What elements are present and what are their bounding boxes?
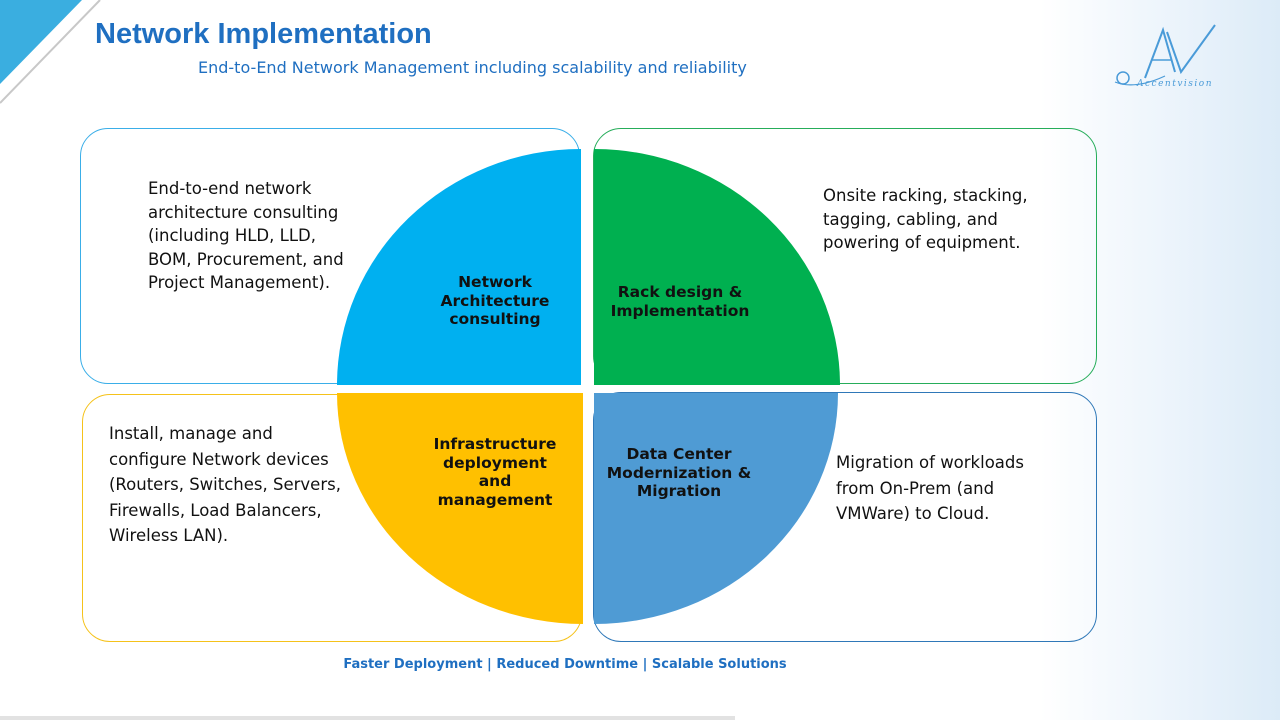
pie-slice-network-architecture xyxy=(337,149,581,385)
description-network-architecture: End-to-end network architecture consulti… xyxy=(148,179,344,292)
page-title: Network Implementation xyxy=(95,18,432,50)
accentvision-logo xyxy=(1114,24,1216,86)
pie-slice-datacenter xyxy=(594,393,838,624)
page-subtitle: End-to-End Network Management including … xyxy=(198,58,747,77)
description-rack-design: Onsite racking, stacking, tagging, cabli… xyxy=(823,186,1028,252)
corner-decoration xyxy=(0,0,101,104)
description-infrastructure: Install, manage and configure Network de… xyxy=(109,424,341,545)
quadrant-label-datacenter: Data Center Modernization & Migration xyxy=(606,445,752,500)
footer-divider xyxy=(0,716,735,720)
pie-slice-infrastructure xyxy=(337,393,583,624)
description-datacenter: Migration of workloads from On-Prem (and… xyxy=(836,453,1024,523)
pie-slice-rack-design xyxy=(594,149,840,385)
quadrant-box-datacenter xyxy=(593,392,1097,642)
logo-name: Accentvision xyxy=(1137,79,1213,89)
quadrant-label-infrastructure: Infrastructure deployment and management xyxy=(433,435,557,509)
footer-tagline: Faster Deployment | Reduced Downtime | S… xyxy=(343,657,787,672)
quadrant-label-rack-design: Rack design & Implementation xyxy=(610,283,750,320)
quadrant-label-network-architecture: Network Architecture consulting xyxy=(440,273,550,328)
quadrant-box-rack-design xyxy=(593,128,1097,384)
